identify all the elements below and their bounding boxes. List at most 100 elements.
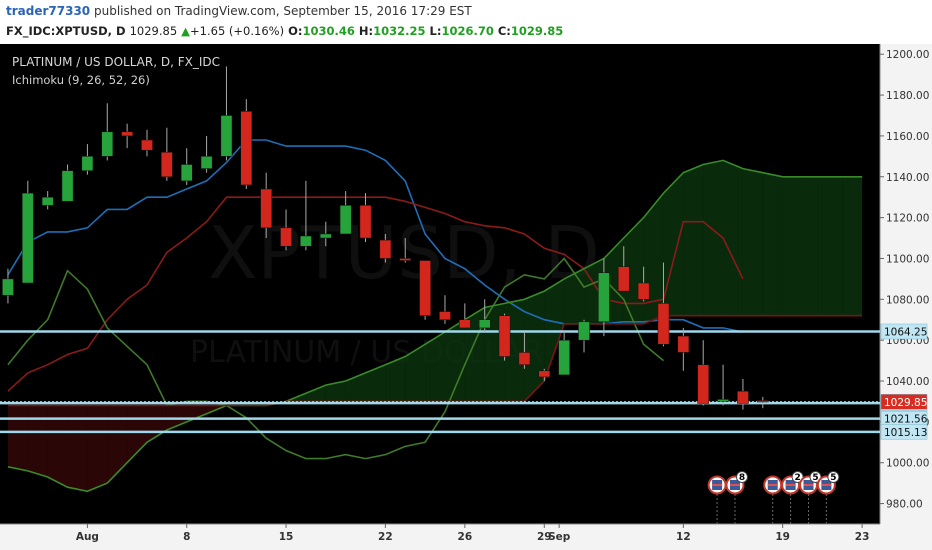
candle-body <box>677 335 690 353</box>
last-price-tag-box <box>880 394 928 410</box>
cloud-bull-segment <box>405 344 426 402</box>
cloud-bear-segment <box>107 405 128 484</box>
y-tick-label: 1040.00 <box>886 376 929 388</box>
candle-body <box>180 164 193 182</box>
y-tick-label: 1080.00 <box>886 294 929 306</box>
high-label: H: <box>358 24 374 38</box>
bearish-candle <box>518 332 531 369</box>
event-flag-icon[interactable]: 5 <box>798 471 822 525</box>
candle-body <box>459 319 471 329</box>
bullish-candle <box>558 329 570 376</box>
cloud-bear-segment <box>7 405 28 471</box>
candle-body <box>21 192 34 284</box>
bullish-candle <box>478 299 491 332</box>
candle-body <box>101 131 114 157</box>
cloud-bull-segment <box>564 268 585 324</box>
open-value: 1030.46 <box>302 24 355 38</box>
y-tick-label: 1140.00 <box>886 172 929 184</box>
cloud-bull-segment <box>365 364 386 402</box>
bearish-candle <box>697 340 710 406</box>
event-count: 8 <box>739 473 745 483</box>
candle-body <box>339 205 352 235</box>
bearish-candle <box>498 313 511 361</box>
candle-body <box>478 319 491 329</box>
y-tick-label: 1120.00 <box>886 213 929 225</box>
low-value: 1026.70 <box>441 24 494 38</box>
bearish-candle <box>161 127 173 181</box>
bearish-candle <box>240 99 253 190</box>
lead-1-line <box>7 159 863 493</box>
cloud-bull-segment <box>762 172 783 316</box>
x-tick-label: 23 <box>855 531 870 543</box>
symbol-label: FX_IDC:XPTUSD, D <box>6 24 126 38</box>
cloud-bull-segment <box>544 278 565 382</box>
up-arrow-icon: ▲ <box>181 24 191 38</box>
candle-body <box>637 282 650 300</box>
event-count-badge <box>735 471 748 483</box>
economic-events[interactable]: 8 2 5 5 <box>707 471 840 525</box>
bearish-candle <box>439 295 451 324</box>
event-flag-icon[interactable] <box>763 475 783 525</box>
flag-stripe <box>712 484 723 486</box>
cloud-bear-segment <box>27 405 48 478</box>
event-count-badge <box>809 471 822 483</box>
cloud-bull-segment <box>742 168 763 316</box>
x-tick-label: 29 <box>537 531 552 543</box>
lead-2-line <box>7 314 863 407</box>
candles <box>2 66 769 410</box>
candle-body <box>379 239 392 259</box>
bullish-candle <box>101 103 114 161</box>
author-link[interactable]: trader77330 <box>6 4 91 18</box>
y-tick-label: 1000.00 <box>886 458 929 470</box>
bullish-candle <box>81 144 94 175</box>
candle-body <box>657 303 670 345</box>
candle-body <box>617 266 630 292</box>
y-tick-label: 1160.00 <box>886 131 929 143</box>
high-value: 1032.25 <box>373 24 426 38</box>
x-tick-label: 22 <box>378 531 393 543</box>
close-value: 1029.85 <box>510 24 564 38</box>
event-flag-icon[interactable]: 8 <box>725 471 748 525</box>
candle-body <box>121 131 133 137</box>
conversion-line-line <box>7 139 744 333</box>
x-tick-label: 8 <box>183 531 190 543</box>
hline-price-tag-text: 1015.13 <box>884 427 927 439</box>
candle-body <box>439 311 451 320</box>
bullish-candle <box>21 180 34 284</box>
event-count: 5 <box>830 473 836 483</box>
bullish-candle <box>41 191 54 210</box>
x-tick-label: 26 <box>458 531 473 543</box>
bullish-candle <box>319 221 332 247</box>
hline-price-tag-box <box>880 424 928 440</box>
x-tick-label: Sep <box>548 531 571 543</box>
cloud-bull-segment <box>663 172 684 316</box>
indicator-label[interactable]: Ichimoku (9, 26, 52, 26) <box>12 73 150 87</box>
candle-body <box>518 352 531 365</box>
y-tick-label: 980.00 <box>886 499 923 511</box>
hline-price-tag-text: 1021.56 <box>884 414 928 426</box>
change-value: +1.65 (+0.16%) <box>190 24 285 38</box>
horizontal-lines[interactable] <box>0 330 880 434</box>
event-count-badge <box>827 471 840 483</box>
candle-body <box>141 139 153 151</box>
cloud-bear-segment <box>67 405 88 492</box>
candle-body <box>538 370 551 378</box>
flag-stripe <box>729 484 740 486</box>
bearish-candle <box>280 209 292 251</box>
candle-body <box>558 339 570 376</box>
bullish-candle <box>598 258 610 337</box>
candle-body <box>61 170 74 202</box>
event-flag-icon[interactable]: 5 <box>816 471 840 525</box>
open-label: O: <box>288 24 303 38</box>
bearish-candle <box>677 327 690 371</box>
published-text: published on TradingView.com, September … <box>93 4 472 18</box>
price-axis <box>880 44 932 550</box>
symbol-header: FX_IDC:XPTUSD, D 1029.85 ▲+1.65 (+0.16%)… <box>6 24 563 38</box>
cloud-bull-segment <box>444 319 465 402</box>
candle-body <box>697 364 710 404</box>
bullish-candle <box>339 191 352 235</box>
bearish-candle <box>359 193 372 243</box>
